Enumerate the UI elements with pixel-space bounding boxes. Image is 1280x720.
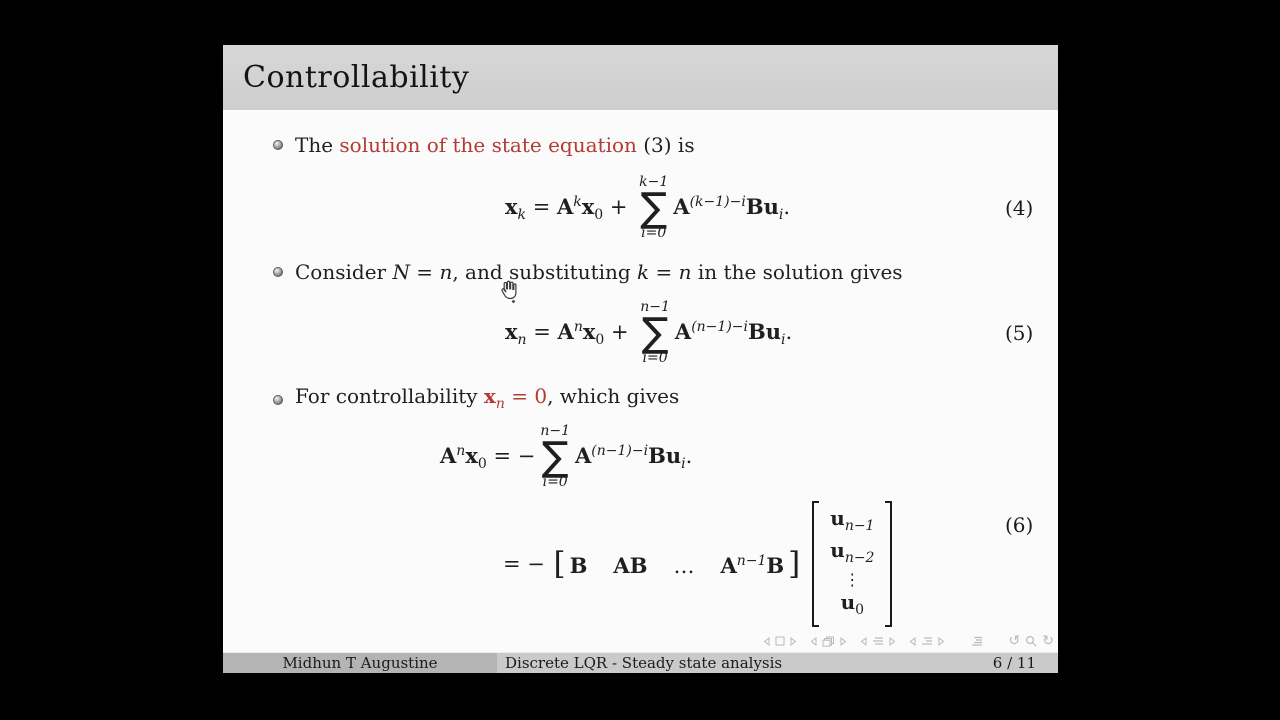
prev-frame-icon[interactable] bbox=[810, 636, 817, 646]
outline-icon[interactable] bbox=[971, 636, 983, 646]
section-nav-group bbox=[860, 636, 896, 646]
vector-left-bracket bbox=[812, 500, 820, 627]
bullet-1-text: The solution of the state equation (3) i… bbox=[295, 133, 695, 157]
vector-row: un−2 bbox=[830, 537, 875, 566]
prev-slide-icon[interactable] bbox=[763, 636, 770, 646]
bullet-icon bbox=[273, 267, 283, 277]
equation-4: xk = Akx0 + k−1 ∑ i=0 A(k−1)−iBui. bbox=[505, 174, 791, 241]
equation-6b: = − [ B AB… An−1B ] un−1 un−2 ⋮ u0 bbox=[503, 500, 893, 627]
equation-6a: Anx0 = − n−1 ∑ i=0 A(n−1)−iBui. bbox=[440, 423, 693, 490]
next-frame-icon[interactable] bbox=[840, 636, 847, 646]
prev-subsection-icon[interactable] bbox=[909, 636, 916, 646]
frames-overlay-icon[interactable] bbox=[822, 636, 835, 647]
next-section-icon[interactable] bbox=[889, 636, 896, 646]
frame-icon[interactable] bbox=[775, 636, 785, 646]
footline: Midhun T Augustine Discrete LQR - Steady… bbox=[223, 652, 1058, 673]
hand-cursor-icon bbox=[501, 280, 517, 303]
slide: Controllability The solution of the stat… bbox=[223, 45, 1058, 673]
bullet-icon bbox=[273, 395, 283, 405]
footer-title-section: Discrete LQR - Steady state analysis 6 /… bbox=[497, 653, 1058, 673]
summation: n−1 ∑ i=0 bbox=[540, 423, 570, 490]
equation-number-5: (5) bbox=[1005, 321, 1034, 345]
section-list-icon[interactable] bbox=[872, 636, 884, 646]
frame-nav-group bbox=[810, 636, 847, 647]
subsection-nav-group bbox=[909, 636, 945, 646]
vertical-dots: ⋮ bbox=[844, 569, 861, 589]
equation-number-6: (6) bbox=[1005, 513, 1034, 537]
page-indicator: 6 / 11 bbox=[992, 654, 1036, 672]
vector-row: u0 bbox=[840, 589, 865, 618]
equation-5: xn = Anx0 + n−1 ∑ i=0 A(n−1)−iBui. bbox=[505, 299, 793, 366]
bullet-line-2: Consider N = n, and substituting k = n i… bbox=[273, 260, 903, 284]
vector-right-bracket bbox=[885, 500, 893, 627]
next-slide-icon[interactable] bbox=[790, 636, 797, 646]
slide-title-bar: Controllability bbox=[223, 45, 1058, 110]
bullet-2-text: Consider N = n, and substituting k = n i… bbox=[295, 260, 903, 284]
outline-group bbox=[971, 636, 983, 646]
presentation-title: Discrete LQR - Steady state analysis bbox=[505, 654, 783, 672]
summation: k−1 ∑ i=0 bbox=[639, 174, 669, 241]
bullet-3-text: For controllability xn = 0, which gives bbox=[295, 384, 680, 412]
prev-section-icon[interactable] bbox=[860, 636, 867, 646]
footer-author-section: Midhun T Augustine bbox=[223, 653, 497, 673]
bullet-line-3: For controllability xn = 0, which gives bbox=[273, 384, 679, 416]
beamer-navigation-bar: ↺ ↻ bbox=[750, 632, 1054, 650]
next-subsection-icon[interactable] bbox=[938, 636, 945, 646]
slide-nav-group bbox=[763, 636, 797, 646]
left-bracket: [ bbox=[553, 545, 566, 582]
equation-number-4: (4) bbox=[1005, 196, 1034, 220]
forward-icon[interactable]: ↻ bbox=[1042, 633, 1054, 649]
summation: n−1 ∑ i=0 bbox=[640, 299, 670, 366]
author-name: Midhun T Augustine bbox=[282, 654, 438, 672]
sigma-symbol: ∑ bbox=[640, 185, 668, 231]
subsection-list-icon[interactable] bbox=[921, 636, 933, 646]
alert-text: solution of the state equation bbox=[339, 133, 637, 157]
sigma-symbol: ∑ bbox=[641, 310, 669, 356]
vector-row: un−1 bbox=[830, 505, 875, 534]
history-group: ↺ ↻ bbox=[1009, 634, 1054, 648]
back-icon[interactable]: ↺ bbox=[1008, 633, 1021, 649]
bullet-line-1: The solution of the state equation (3) i… bbox=[273, 133, 695, 157]
input-vector: un−1 un−2 ⋮ u0 bbox=[812, 500, 893, 627]
search-icon[interactable] bbox=[1025, 635, 1037, 647]
sigma-symbol: ∑ bbox=[541, 434, 569, 480]
page-title: Controllability bbox=[243, 60, 470, 95]
right-bracket: ] bbox=[788, 545, 801, 582]
bullet-icon bbox=[273, 140, 283, 150]
